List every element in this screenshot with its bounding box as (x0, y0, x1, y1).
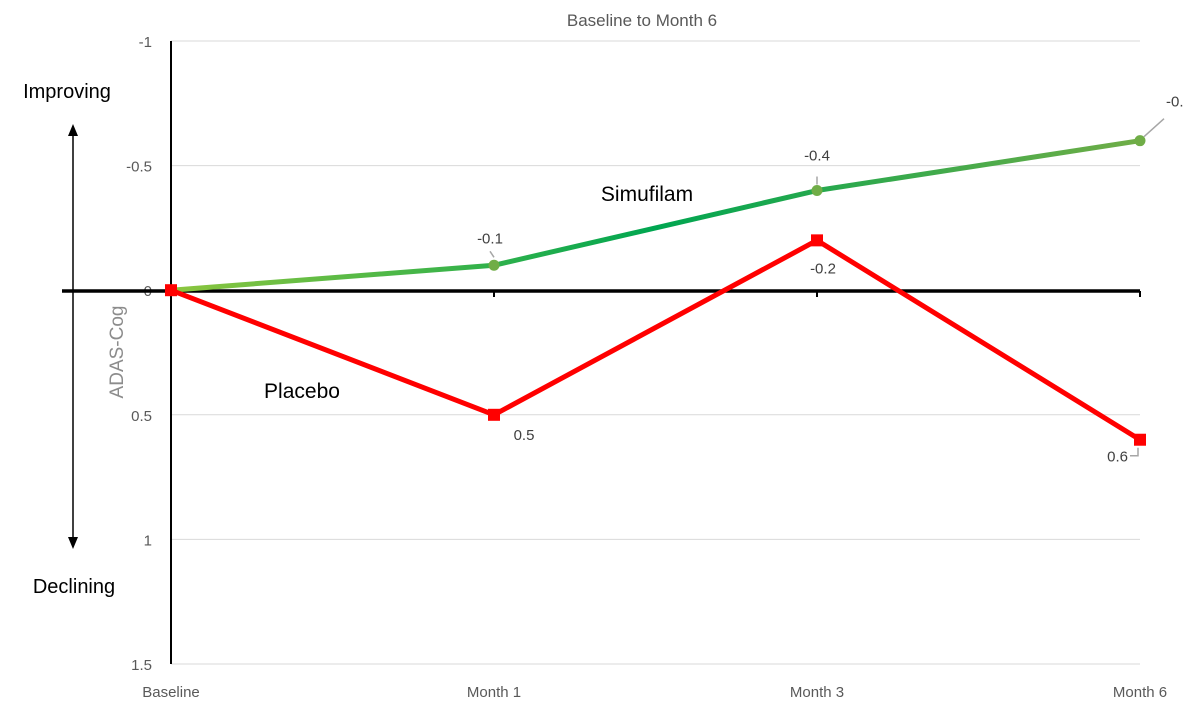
y-tick-label: 1 (144, 532, 152, 549)
zero-axis-ticks (493, 291, 1141, 297)
improving-label: Improving (23, 81, 111, 103)
y-tick-label: -0.5 (126, 159, 152, 176)
data-point (1134, 433, 1146, 446)
data-point (165, 284, 177, 297)
leader-line (1143, 118, 1165, 138)
x-tick-label: Month 3 (790, 684, 844, 701)
series-line-simufilam (168, 138, 1143, 293)
x-tick-label: Month 6 (1113, 684, 1167, 701)
declining-label: Declining (33, 576, 115, 598)
y-tick-label: 1.5 (131, 657, 152, 674)
data-label: -0.4 (804, 148, 830, 165)
data-label: -0.2 (810, 260, 836, 277)
data-label: 0.6 (1107, 449, 1128, 466)
data-point (811, 234, 823, 247)
data-label: -0.1 (477, 230, 503, 247)
direction-arrow (68, 124, 78, 549)
y-tick-label: -1 (139, 34, 152, 51)
series-label-placebo: Placebo (264, 380, 340, 403)
y-tick-labels: -1-0.500.511.5 (126, 34, 152, 674)
x-tick-label: Month 1 (467, 684, 521, 701)
chart-title: Baseline to Month 6 (567, 11, 717, 30)
y-axis-title: ADAS-Cog (107, 306, 128, 399)
leader-line (1130, 447, 1139, 457)
x-tick-label: Baseline (142, 684, 200, 701)
y-tick-label: 0.5 (131, 408, 152, 425)
data-label: 0.5 (514, 427, 535, 444)
x-tick-labels: Baseline Month 1 Month 3 Month 6 (142, 684, 1167, 701)
data-label-layer: -0.1 -0.4 -0.6 0.5 -0.2 0.6 (477, 94, 1184, 466)
leader-line (489, 250, 495, 258)
data-point (1134, 135, 1146, 147)
data-point (488, 408, 500, 421)
series-label-simufilam: Simufilam (601, 183, 693, 206)
data-point (488, 259, 500, 271)
data-label: -0.6 (1166, 94, 1184, 111)
series-line-placebo (168, 237, 1143, 443)
series-layer (165, 135, 1146, 446)
data-point (811, 185, 823, 197)
